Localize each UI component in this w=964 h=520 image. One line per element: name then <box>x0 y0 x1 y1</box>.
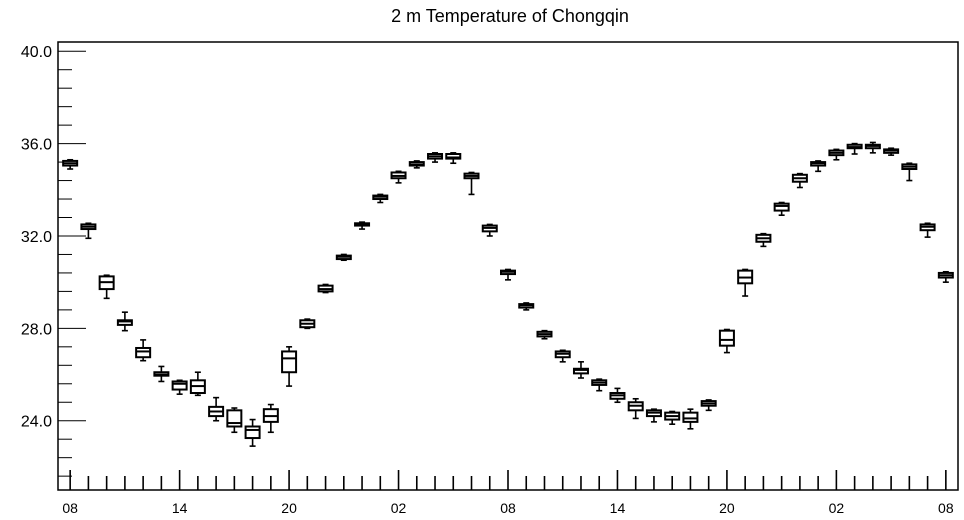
box-body <box>445 153 462 160</box>
x-tick-label: 02 <box>829 500 845 516</box>
box-item <box>828 148 845 161</box>
box-item <box>372 193 389 204</box>
box-item <box>901 162 918 182</box>
box-item <box>664 410 681 425</box>
box-item <box>536 329 553 340</box>
box-item <box>135 339 152 362</box>
box-body <box>135 346 152 359</box>
box-item <box>682 408 699 430</box>
x-tick-label: 14 <box>172 500 188 516</box>
box-item <box>919 222 936 238</box>
box-body <box>116 319 133 326</box>
box-body <box>171 380 188 391</box>
box-item <box>773 201 790 216</box>
box-item <box>98 274 115 300</box>
box-item <box>427 152 444 163</box>
box-item <box>153 365 170 383</box>
x-tick-label: 08 <box>938 500 954 516</box>
box-item <box>244 418 261 447</box>
box-body <box>682 411 699 423</box>
box-item <box>609 387 626 404</box>
box-item <box>208 396 225 422</box>
box-item <box>62 158 79 170</box>
box-body <box>572 367 589 375</box>
y-tick-label: 32.0 <box>21 229 52 246</box>
box-item <box>445 152 462 165</box>
box-item <box>700 399 717 412</box>
box-item <box>262 403 279 434</box>
box-body <box>773 202 790 212</box>
chart-title: 2 m Temperature of Chongqin <box>391 6 629 26</box>
box-item <box>335 253 352 262</box>
x-tick-label: 08 <box>500 500 516 516</box>
x-tick-label: 20 <box>719 500 735 516</box>
box-item <box>354 221 371 230</box>
box-item <box>883 147 900 156</box>
y-axis: 24.0 28.0 32.0 36.0 40.0 <box>21 44 86 477</box>
box-item <box>116 311 133 332</box>
x-tick-label: 02 <box>391 500 407 516</box>
y-tick-label: 24.0 <box>21 414 52 431</box>
box-item <box>591 378 608 392</box>
box-item <box>390 170 407 184</box>
y-tick-label: 40.0 <box>21 44 52 61</box>
box-item <box>864 141 881 154</box>
box-item <box>554 349 571 363</box>
box-item <box>80 222 97 240</box>
box-item <box>481 223 498 237</box>
box-item <box>500 268 516 281</box>
box-item <box>281 346 298 387</box>
box-item <box>810 160 827 173</box>
box-item <box>518 302 535 311</box>
box-item <box>755 232 772 248</box>
y-tick-label: 28.0 <box>21 321 52 338</box>
box-item <box>791 172 808 189</box>
box-series <box>62 141 954 447</box>
box-item <box>937 270 954 283</box>
box-item <box>408 160 425 169</box>
box-item <box>189 371 206 397</box>
x-tick-label: 14 <box>610 500 626 516</box>
plot-frame <box>57 41 959 491</box>
box-item <box>317 283 334 294</box>
box-item <box>846 142 863 155</box>
box-body <box>244 425 261 440</box>
box-body <box>281 350 298 374</box>
box-item <box>645 408 662 423</box>
box-item <box>572 361 589 379</box>
box-body <box>226 409 243 428</box>
x-tick-label: 20 <box>281 500 297 516</box>
box-item <box>299 318 316 330</box>
box-item <box>226 407 243 434</box>
box-item <box>627 397 644 420</box>
box-body <box>718 329 735 347</box>
box-item <box>463 171 480 196</box>
box-item <box>171 379 188 395</box>
box-item <box>737 268 754 297</box>
x-tick-label: 08 <box>62 500 78 516</box>
x-axis: 08 14 20 02 08 14 20 02 08 <box>62 470 954 516</box>
y-tick-label: 36.0 <box>21 137 52 154</box>
box-item <box>718 328 735 354</box>
